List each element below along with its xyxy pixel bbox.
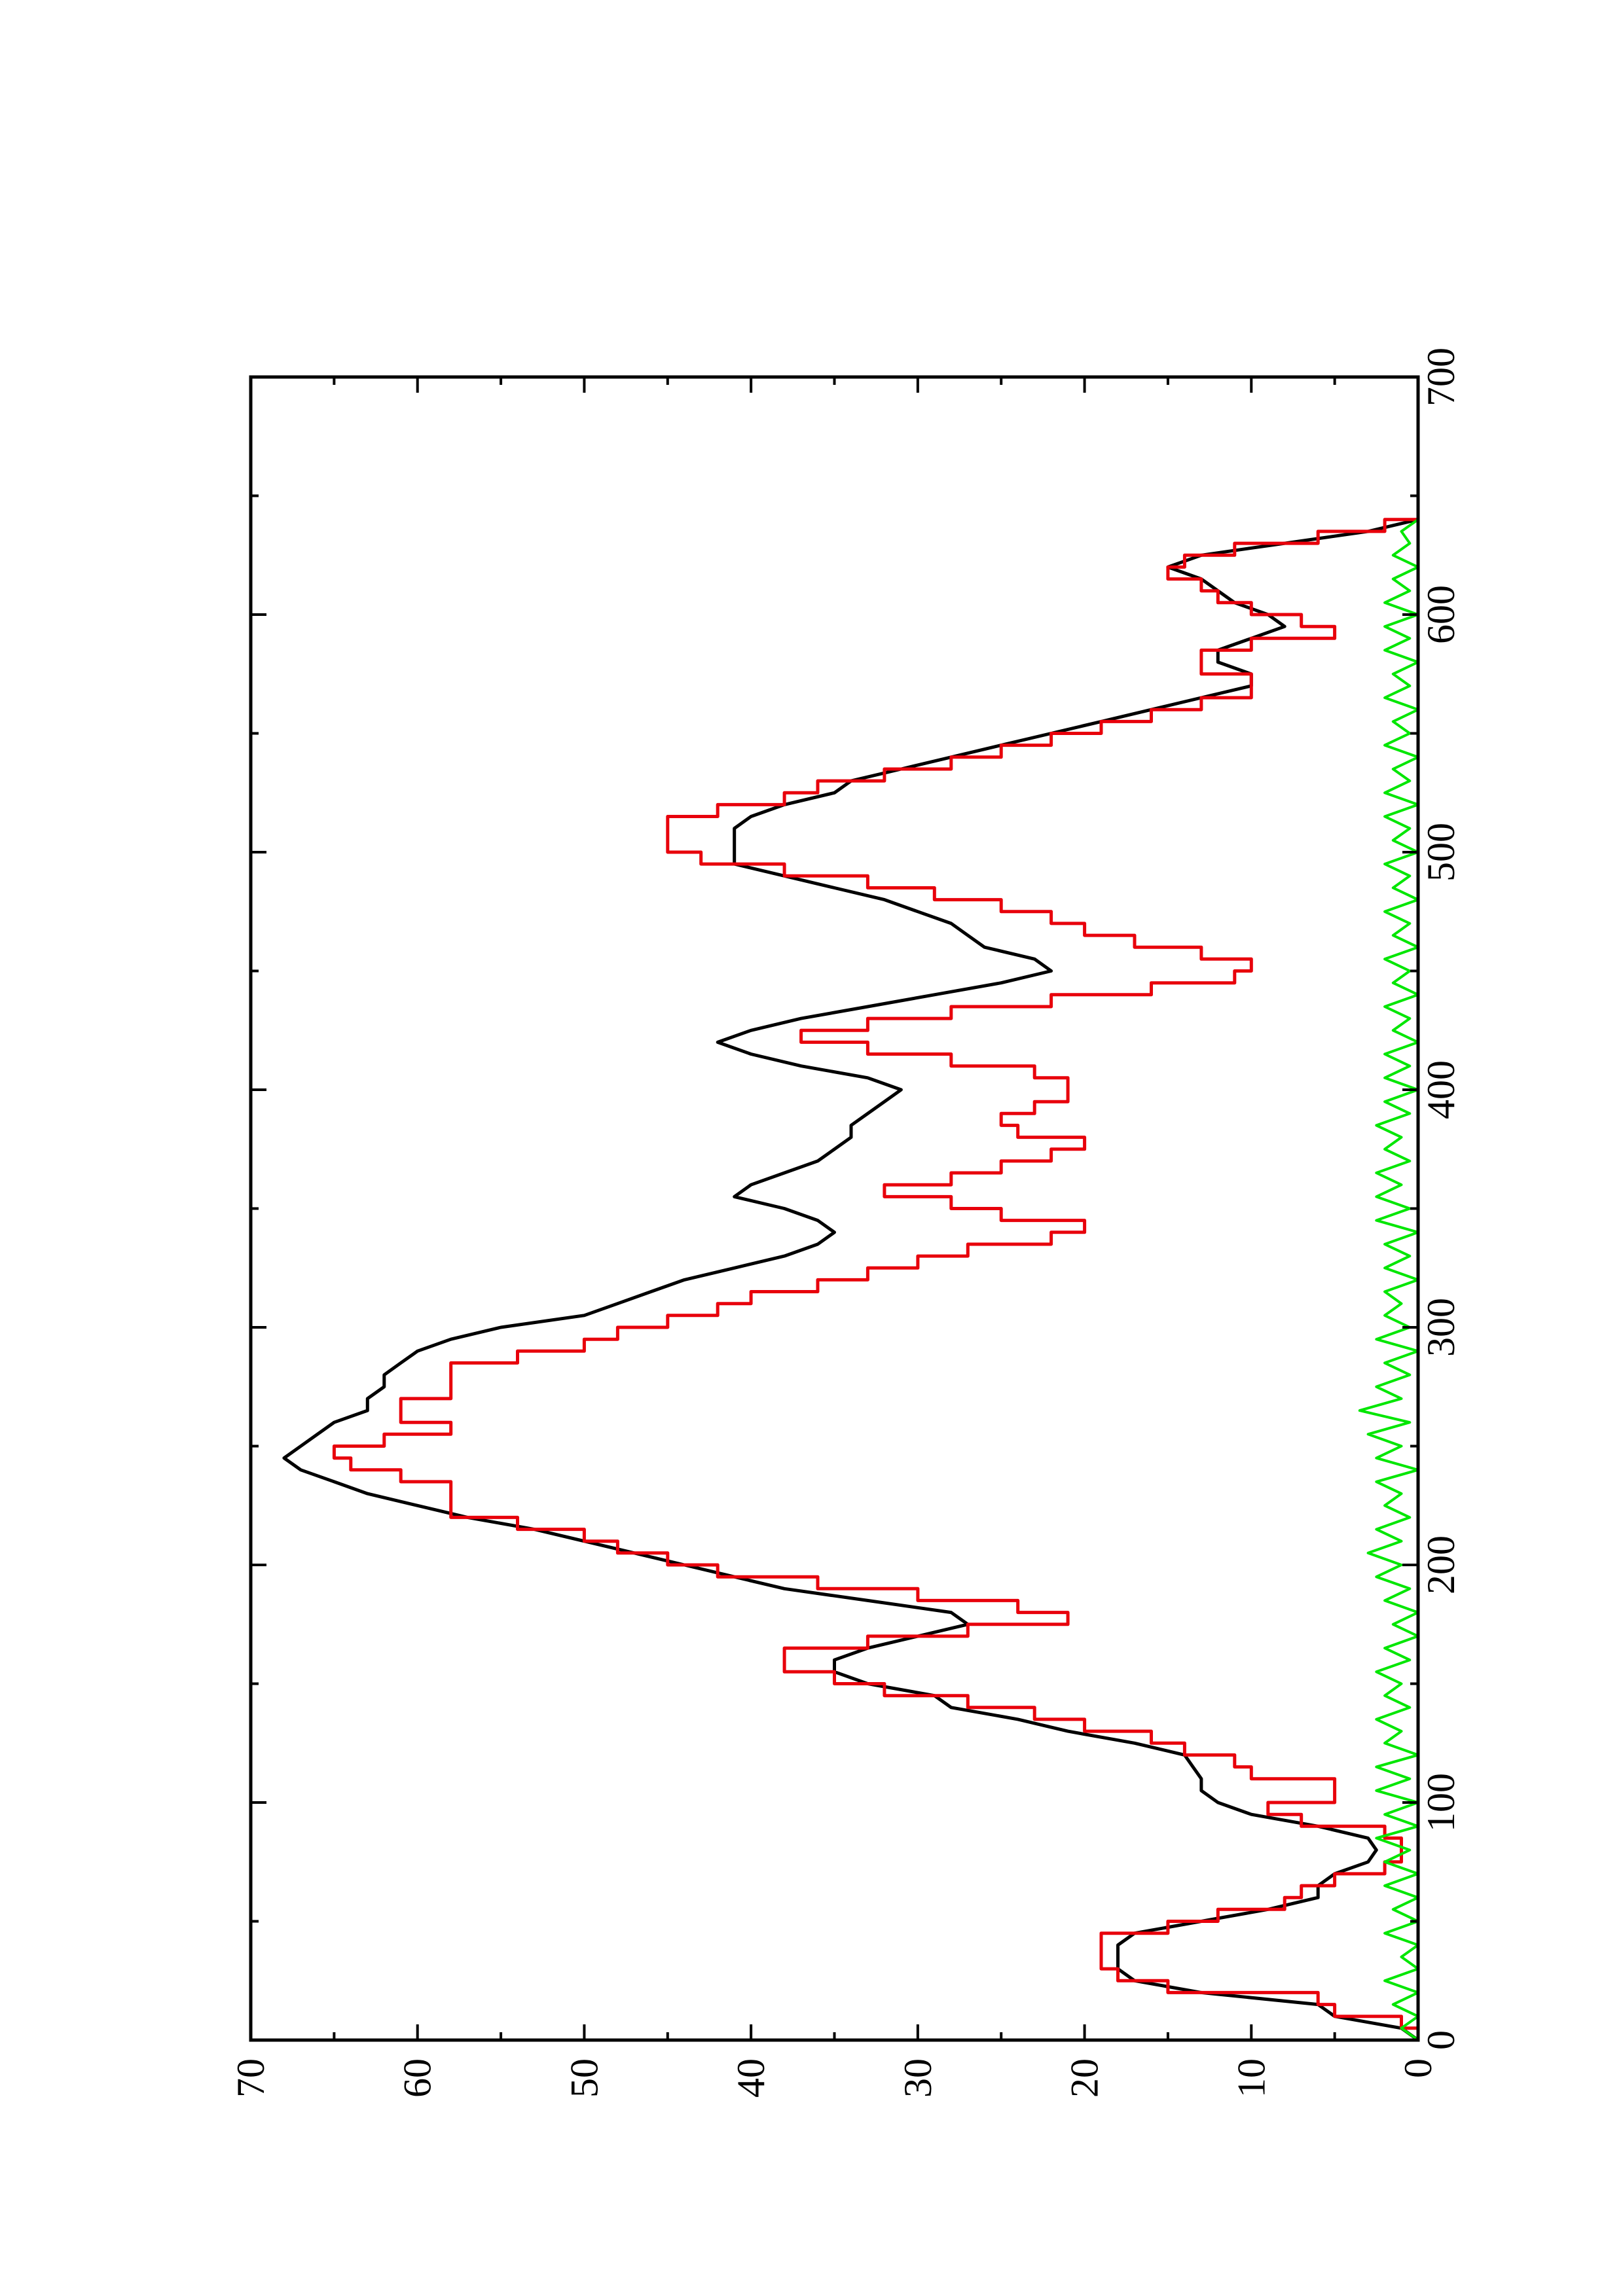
x-tick-label: 0 (1419, 2030, 1463, 2050)
labels-layer: 0 100 200 300 400 500 600 700 0 10 20 30 40 50 60 70 (229, 348, 1463, 2098)
x-tick-label: 400 (1419, 1060, 1463, 1119)
series-line-2 (332, 518, 1420, 2040)
plot-frame (249, 375, 1420, 2042)
y-tick-label: 10 (1230, 2058, 1273, 2098)
x-tick-label: 600 (1419, 585, 1463, 644)
y-tick-label: 40 (729, 2058, 773, 2098)
y-tick-label: 50 (562, 2058, 606, 2098)
y-tick-label: 60 (396, 2058, 439, 2098)
x-tick-label: 500 (1419, 823, 1463, 882)
x-tick-label: 100 (1419, 1773, 1463, 1832)
x-tick-label: 700 (1419, 348, 1463, 406)
series-line-1 (282, 518, 1419, 2042)
y-tick-label: 0 (1396, 2058, 1440, 2078)
y-tick-label: 20 (1063, 2058, 1106, 2098)
y-tick-label: 30 (896, 2058, 939, 2098)
y-tick-label: 70 (229, 2058, 272, 2098)
x-tick-label: 300 (1419, 1298, 1463, 1357)
x-tick-label: 200 (1419, 1535, 1463, 1594)
